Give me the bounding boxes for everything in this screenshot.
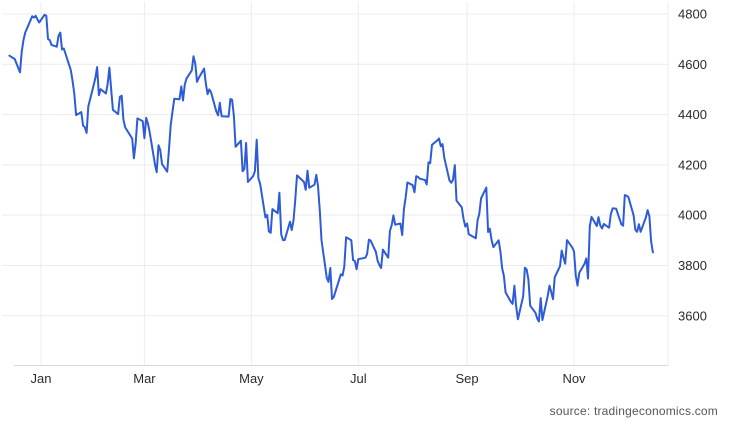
price-line-series[interactable] (8, 13, 654, 323)
y-axis-tick-label: 4400 (678, 107, 707, 122)
y-axis-tick-label: 3600 (678, 308, 707, 323)
x-axis-tick-label: Jan (31, 371, 52, 386)
y-axis-tick-label: 4200 (678, 157, 707, 172)
source-attribution: source: tradingeconomics.com (549, 404, 718, 418)
y-axis-tick-label: 3800 (678, 258, 707, 273)
y-axis-tick-label: 4800 (678, 7, 707, 22)
y-axis-tick-label: 4000 (678, 208, 707, 223)
x-axis-tick-label: May (239, 371, 264, 386)
x-axis-tick-label: Sep (455, 371, 478, 386)
y-axis-tick-label: 4600 (678, 57, 707, 72)
x-axis-tick-label: Nov (562, 371, 586, 386)
x-axis-tick-label: Jul (350, 371, 367, 386)
x-axis-tick-label: Mar (133, 371, 156, 386)
